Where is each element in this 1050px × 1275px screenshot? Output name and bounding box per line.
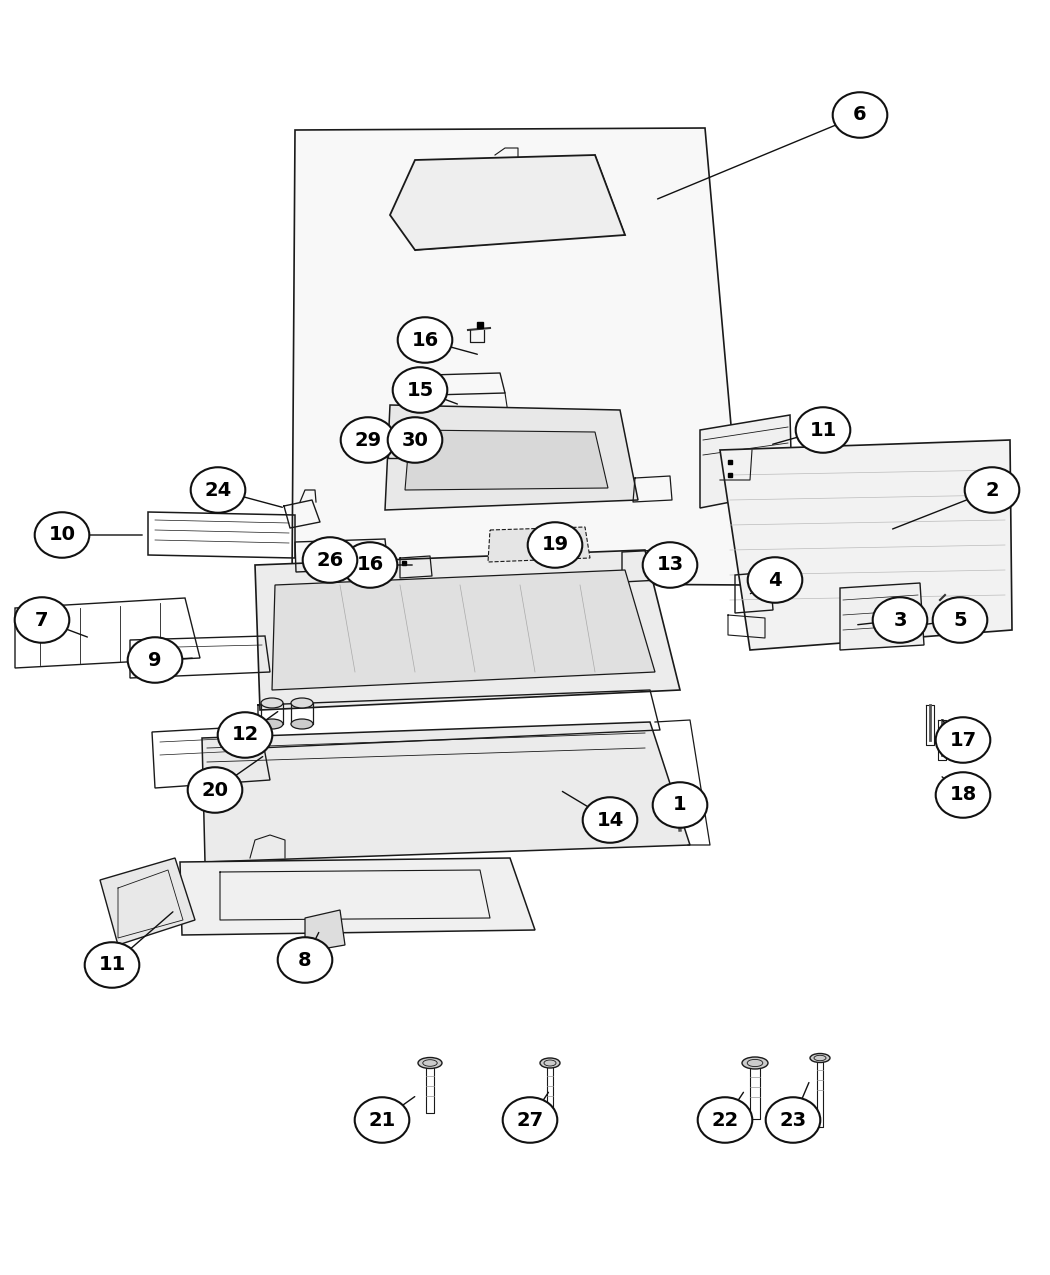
Text: 4: 4 — [769, 570, 782, 589]
Text: 16: 16 — [412, 330, 439, 349]
Polygon shape — [720, 440, 1012, 650]
Ellipse shape — [873, 597, 927, 643]
Polygon shape — [700, 414, 792, 507]
Ellipse shape — [188, 768, 243, 812]
Text: 12: 12 — [231, 725, 258, 745]
Text: 27: 27 — [517, 1111, 544, 1130]
Text: 29: 29 — [355, 431, 381, 450]
Ellipse shape — [503, 1098, 558, 1142]
Text: 21: 21 — [369, 1111, 396, 1130]
Polygon shape — [304, 910, 345, 952]
Polygon shape — [180, 858, 536, 935]
Polygon shape — [390, 156, 625, 250]
Ellipse shape — [398, 317, 453, 363]
Ellipse shape — [342, 542, 397, 588]
Text: 18: 18 — [949, 785, 977, 805]
Text: 15: 15 — [406, 380, 434, 399]
Text: 8: 8 — [298, 950, 312, 969]
Ellipse shape — [302, 537, 357, 583]
Ellipse shape — [932, 597, 987, 643]
Text: 13: 13 — [656, 556, 684, 575]
Ellipse shape — [191, 467, 246, 513]
Ellipse shape — [35, 513, 89, 557]
Ellipse shape — [85, 942, 140, 988]
Text: 5: 5 — [953, 611, 967, 630]
Polygon shape — [272, 570, 655, 690]
Text: 11: 11 — [99, 955, 126, 974]
Polygon shape — [202, 722, 690, 862]
Polygon shape — [292, 128, 746, 585]
Ellipse shape — [643, 542, 697, 588]
Ellipse shape — [128, 638, 183, 682]
Text: 14: 14 — [596, 811, 624, 830]
Polygon shape — [100, 858, 195, 945]
Ellipse shape — [540, 1058, 560, 1068]
Ellipse shape — [742, 1057, 768, 1068]
Ellipse shape — [936, 718, 990, 762]
Ellipse shape — [291, 719, 313, 729]
Ellipse shape — [277, 937, 332, 983]
Ellipse shape — [261, 719, 284, 729]
Ellipse shape — [15, 597, 69, 643]
Text: 3: 3 — [894, 611, 907, 630]
Text: 22: 22 — [712, 1111, 738, 1130]
Text: 7: 7 — [36, 611, 48, 630]
Text: 20: 20 — [202, 780, 229, 799]
Text: 2: 2 — [985, 481, 999, 500]
Ellipse shape — [291, 697, 313, 708]
Ellipse shape — [393, 367, 447, 413]
Ellipse shape — [355, 1098, 410, 1142]
Ellipse shape — [936, 773, 990, 817]
Text: 17: 17 — [949, 731, 977, 750]
Ellipse shape — [261, 697, 284, 708]
Text: 23: 23 — [779, 1111, 806, 1130]
Ellipse shape — [748, 557, 802, 603]
Text: 11: 11 — [810, 421, 837, 440]
Text: 9: 9 — [148, 650, 162, 669]
Text: 6: 6 — [854, 106, 867, 125]
Text: 26: 26 — [316, 551, 343, 570]
Ellipse shape — [965, 467, 1020, 513]
Text: 16: 16 — [356, 556, 383, 575]
Ellipse shape — [340, 417, 395, 463]
Polygon shape — [255, 550, 680, 710]
Ellipse shape — [697, 1098, 752, 1142]
Ellipse shape — [387, 417, 442, 463]
Ellipse shape — [418, 1057, 442, 1068]
Ellipse shape — [583, 797, 637, 843]
Polygon shape — [405, 430, 608, 490]
Text: 10: 10 — [48, 525, 76, 544]
Polygon shape — [488, 527, 590, 562]
Polygon shape — [840, 583, 924, 650]
Ellipse shape — [765, 1098, 820, 1142]
Ellipse shape — [217, 713, 272, 757]
Text: 30: 30 — [401, 431, 428, 450]
Ellipse shape — [528, 523, 583, 567]
Text: 1: 1 — [673, 796, 687, 815]
Ellipse shape — [796, 407, 850, 453]
Ellipse shape — [833, 92, 887, 138]
Text: 24: 24 — [205, 481, 232, 500]
Text: 19: 19 — [542, 536, 568, 555]
Polygon shape — [385, 405, 638, 510]
Ellipse shape — [810, 1053, 830, 1062]
Ellipse shape — [653, 783, 708, 827]
